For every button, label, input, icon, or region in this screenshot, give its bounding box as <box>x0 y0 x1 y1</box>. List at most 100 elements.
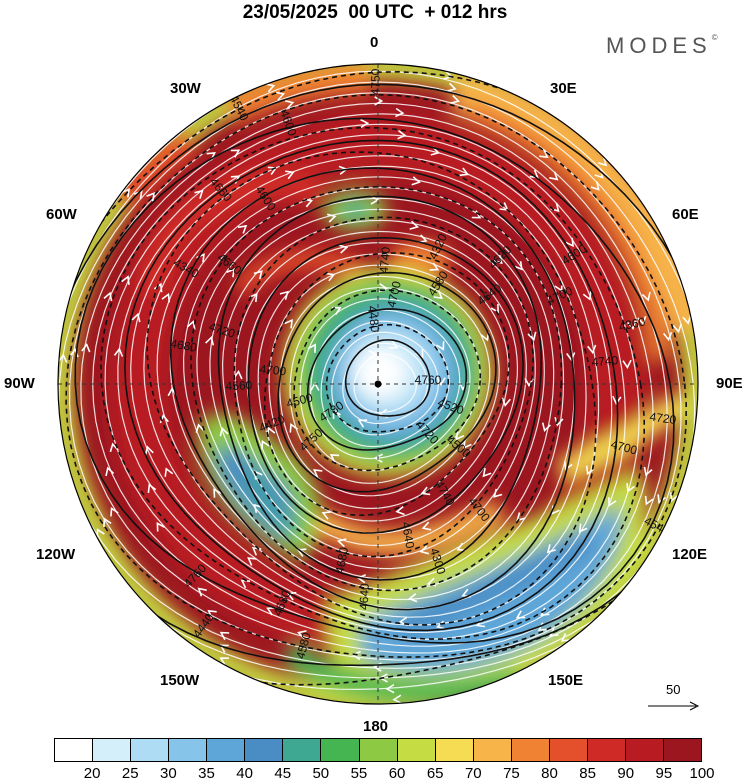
meridian-label-60w: 60W <box>46 206 77 223</box>
wind-arrowhead <box>582 291 592 301</box>
colorbar-cell <box>55 739 94 761</box>
colorbar-cell <box>93 739 132 761</box>
wind-arrowhead <box>105 466 115 477</box>
wind-arrowhead <box>131 312 141 323</box>
wind-arrowhead <box>585 465 595 476</box>
wind-arrowhead <box>249 292 258 303</box>
colorbar-cell <box>625 739 664 761</box>
wind-arrowhead <box>409 220 420 230</box>
streamline <box>58 70 698 679</box>
wind-arrowhead <box>421 521 432 531</box>
meridian-label-30w: 30W <box>170 80 201 97</box>
streamline <box>143 155 600 618</box>
wind-arrowhead <box>539 149 549 159</box>
wind-arrowhead <box>644 495 654 506</box>
wind-arrowhead <box>230 149 241 158</box>
wind-arrowhead <box>450 94 461 104</box>
contour-line <box>293 289 482 472</box>
wind-arrowhead <box>560 633 571 642</box>
contour-label: 4700 <box>259 362 287 378</box>
wind-arrowhead <box>540 607 550 617</box>
colorbar-cell <box>473 739 512 761</box>
wind-arrowhead <box>75 511 85 521</box>
streamline <box>80 102 668 654</box>
wind-arrowhead <box>622 359 632 370</box>
wind-arrowhead <box>336 538 347 548</box>
colorbar-cell <box>664 739 702 761</box>
wind-arrowhead <box>360 118 370 129</box>
wind-arrowhead <box>368 349 378 360</box>
colorbar-cell <box>435 739 474 761</box>
contour-label: 4680 <box>333 546 352 575</box>
meridian-label-120w: 120W <box>36 546 76 563</box>
wind-arrowhead <box>463 439 472 449</box>
wind-arrowhead <box>524 378 534 388</box>
colorbar-label: 80 <box>541 765 558 782</box>
colorbar-label: 75 <box>503 765 520 782</box>
colorbar-label: 45 <box>274 765 292 782</box>
wind-arrowhead <box>549 171 559 181</box>
wind-arrowhead <box>237 224 248 234</box>
streamline <box>104 123 640 640</box>
colorbar-label: 85 <box>579 765 596 782</box>
contour-label: 4740 <box>591 353 619 369</box>
wind-arrowhead <box>455 431 465 441</box>
wind-arrowhead <box>241 81 251 91</box>
wind-arrowhead <box>374 96 384 106</box>
contour-line <box>344 339 431 417</box>
contour-label: 4720 <box>649 410 678 427</box>
brand-copyright-mark: © <box>711 33 718 42</box>
wind-arrowhead <box>505 677 515 687</box>
colorbar-cell <box>245 739 284 761</box>
wind-arrowhead <box>329 454 340 463</box>
colorbar-label: 90 <box>617 765 635 782</box>
wind-arrowhead <box>392 694 402 704</box>
contour-label: 4360 <box>617 314 646 333</box>
wind-arrowhead <box>121 275 130 285</box>
wind-arrowhead <box>578 523 588 533</box>
wind-arrowhead <box>285 170 295 180</box>
wind-arrowhead <box>109 442 119 453</box>
wind-arrowhead <box>180 644 191 654</box>
wind-arrowhead <box>662 331 673 342</box>
wind-arrowhead <box>108 186 118 197</box>
wind-arrowhead <box>493 255 503 265</box>
wind-arrowhead <box>265 83 276 93</box>
wind-arrowhead <box>388 340 399 349</box>
wind-arrowhead <box>313 469 323 478</box>
meridian-label-180: 180 <box>363 718 389 735</box>
wind-arrowhead <box>411 176 421 186</box>
wind-arrowhead <box>682 315 692 325</box>
wind-arrowhead <box>397 130 407 140</box>
streamline <box>309 309 461 460</box>
wind-arrowhead <box>637 315 647 326</box>
wind-arrowhead <box>357 419 368 428</box>
colorbar-label: 20 <box>83 765 101 782</box>
colorbar-label: 50 <box>312 765 330 782</box>
contour-label: 4740 <box>377 246 393 274</box>
wind-arrowhead <box>608 497 617 507</box>
contour-label: 4580 <box>293 631 314 661</box>
map-border <box>57 63 699 705</box>
brand-logo: MODES© <box>606 33 718 59</box>
wind-arrowhead <box>279 290 289 300</box>
wind-arrowhead <box>459 167 470 177</box>
colorbar <box>54 738 702 762</box>
wind-arrowhead <box>213 488 222 498</box>
wind-arrowhead <box>430 146 441 156</box>
wind-arrowhead <box>671 247 681 257</box>
contour-line <box>277 271 497 493</box>
wind-arrowhead <box>103 517 112 527</box>
wind-arrowhead <box>598 157 608 167</box>
wind-arrowhead <box>144 445 154 456</box>
wind-arrowhead <box>289 423 299 433</box>
wind-arrowhead <box>409 55 416 63</box>
wind-arrowhead <box>436 341 445 351</box>
colorbar-label: 40 <box>236 765 253 782</box>
wind-arrowhead <box>643 466 653 477</box>
wind-arrowhead <box>226 268 236 278</box>
colorbar-label: 65 <box>426 765 444 782</box>
colorbar-label: 35 <box>198 765 215 782</box>
streamline <box>342 342 429 425</box>
